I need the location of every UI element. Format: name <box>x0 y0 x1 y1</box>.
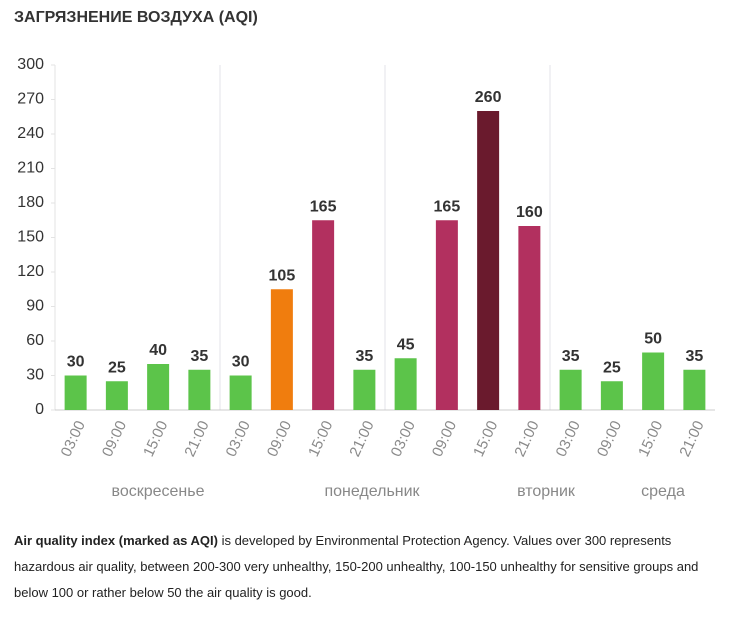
y-tick-label: 240 <box>17 125 44 142</box>
value-label: 105 <box>269 267 296 284</box>
bar <box>642 352 665 410</box>
value-label: 40 <box>149 342 167 359</box>
note-bold: Air quality index (marked as AQI) <box>14 533 218 548</box>
x-tick-label: 15:00 <box>140 418 171 459</box>
y-tick-label: 150 <box>17 229 44 246</box>
x-tick-label: 09:00 <box>429 418 460 459</box>
y-tick-label: 0 <box>35 401 44 418</box>
value-label: 35 <box>355 348 373 365</box>
value-label: 35 <box>685 348 703 365</box>
value-label: 165 <box>310 198 337 215</box>
bar <box>229 375 252 410</box>
x-tick-label: 21:00 <box>346 418 377 459</box>
x-tick-label: 15:00 <box>635 418 666 459</box>
chart-title: ЗАГРЯЗНЕНИЕ ВОЗДУХА (AQI) <box>14 9 258 26</box>
value-label: 35 <box>190 348 208 365</box>
value-label: 260 <box>475 89 502 106</box>
bar <box>600 381 623 410</box>
value-label: 165 <box>434 198 461 215</box>
y-tick-label: 210 <box>17 160 44 177</box>
x-tick-label: 03:00 <box>388 418 419 459</box>
x-tick-label: 21:00 <box>511 418 542 459</box>
day-label: вторник <box>517 483 576 500</box>
y-tick-label: 270 <box>17 91 44 108</box>
value-label: 35 <box>562 348 580 365</box>
x-tick-label: 03:00 <box>58 418 89 459</box>
y-tick-label: 120 <box>17 263 44 280</box>
x-tick-label: 03:00 <box>553 418 584 459</box>
y-tick-label: 180 <box>17 194 44 211</box>
y-tick-label: 60 <box>26 332 44 349</box>
x-tick-label: 21:00 <box>676 418 707 459</box>
bar <box>312 220 335 410</box>
value-label: 50 <box>644 331 662 348</box>
y-tick-label: 90 <box>26 298 44 315</box>
bar <box>435 220 458 410</box>
chart: ЗАГРЯЗНЕНИЕ ВОЗДУХА (AQI) 0 30 60 90 120 150 1… <box>14 9 715 500</box>
x-tick-label: 15:00 <box>305 418 336 459</box>
bar <box>353 369 376 410</box>
y-tick-label: 30 <box>26 367 44 384</box>
day-label: понедельник <box>324 483 420 500</box>
bar <box>64 375 87 410</box>
x-tick-label: 09:00 <box>594 418 625 459</box>
value-label: 30 <box>232 354 250 371</box>
x-tick-label: 15:00 <box>470 418 501 459</box>
y-tick-label: 300 <box>17 56 44 73</box>
value-label: 30 <box>67 354 85 371</box>
bar <box>518 226 541 410</box>
day-label: среда <box>641 483 685 500</box>
bar <box>394 358 417 410</box>
value-label: 160 <box>516 204 543 221</box>
bar <box>147 364 170 410</box>
bar <box>559 369 582 410</box>
bar <box>683 369 706 410</box>
bar <box>270 289 293 410</box>
note: Air quality index (marked as AQI) is dev… <box>14 528 714 606</box>
x-tick-label: 21:00 <box>181 418 212 459</box>
x-tick-label: 03:00 <box>223 418 254 459</box>
x-tick-label: 09:00 <box>99 418 130 459</box>
day-label: воскресенье <box>112 483 205 500</box>
value-label: 25 <box>108 359 126 376</box>
value-label: 25 <box>603 359 621 376</box>
bar <box>105 381 128 410</box>
note-text: is developed by Environmental Protection… <box>14 533 699 600</box>
bar <box>477 111 500 410</box>
value-label: 45 <box>397 336 415 353</box>
x-tick-label: 09:00 <box>264 418 295 459</box>
bar <box>188 369 211 410</box>
